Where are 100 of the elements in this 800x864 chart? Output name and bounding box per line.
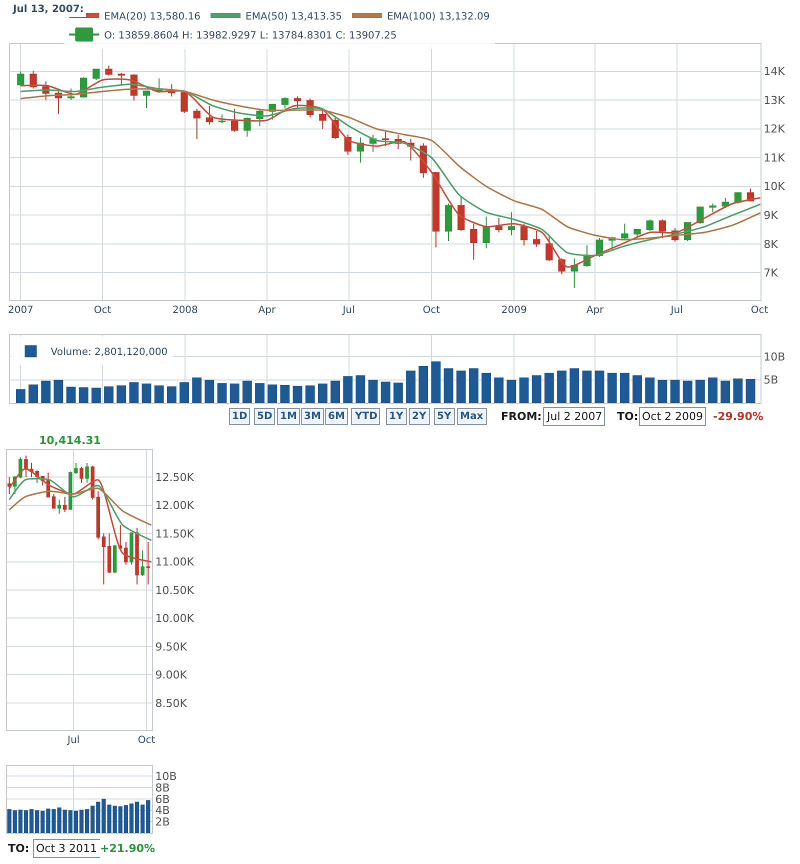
bar xyxy=(468,368,478,403)
bar xyxy=(506,380,516,403)
text: 3M xyxy=(304,411,321,422)
candlestick xyxy=(67,88,75,101)
x-tick-label: Oct xyxy=(422,305,440,316)
text: 1M xyxy=(280,411,297,422)
candlestick xyxy=(482,216,490,249)
candlestick xyxy=(96,490,100,540)
bar xyxy=(570,368,580,403)
bar xyxy=(330,380,340,403)
candlestick xyxy=(102,533,106,585)
bar xyxy=(91,388,101,403)
bar xyxy=(532,375,542,403)
candlestick xyxy=(112,544,117,574)
candlestick xyxy=(17,70,24,86)
candlestick xyxy=(658,218,666,239)
candlestick xyxy=(319,110,326,130)
bar xyxy=(78,387,88,403)
y-tick-label: 11K xyxy=(764,151,786,164)
bar xyxy=(380,382,390,403)
y-tick-label: 2B xyxy=(155,815,170,828)
bar xyxy=(607,372,617,403)
candlestick xyxy=(621,223,628,240)
bar xyxy=(204,380,214,403)
candlestick xyxy=(206,105,214,126)
y-tick-label: 11.00K xyxy=(155,556,195,569)
bar xyxy=(16,389,26,403)
y-tick-label: 5B xyxy=(764,374,778,387)
candlestick xyxy=(634,229,641,239)
bar xyxy=(343,376,353,403)
bar xyxy=(720,380,730,403)
x-tick-label: Apr xyxy=(258,305,276,316)
candlestick xyxy=(118,524,122,551)
candlestick xyxy=(57,499,62,514)
candlestick xyxy=(180,90,188,114)
candlestick xyxy=(281,96,289,110)
line-series xyxy=(8,468,152,563)
text: Jul 2 2007 xyxy=(546,410,602,423)
candlestick xyxy=(508,212,516,236)
candlestick xyxy=(80,466,84,484)
bar xyxy=(368,380,378,403)
y-tick-label: 10B xyxy=(764,350,786,364)
y-tick-label: 9.50K xyxy=(155,640,188,654)
legend-label: O: 13859.8604 H: 13982.9297 L: 13784.8301 C: 13907.25 xyxy=(104,30,397,42)
bar xyxy=(645,378,655,403)
text: TO: xyxy=(617,410,638,423)
candlestick xyxy=(709,203,716,213)
x-tick-label: 2008 xyxy=(172,305,198,316)
bar xyxy=(142,384,152,403)
candlestick xyxy=(107,533,112,574)
bar xyxy=(444,368,454,403)
text: -29.90% xyxy=(713,410,764,423)
x-tick-label: Jul xyxy=(670,305,683,316)
bar xyxy=(41,380,51,403)
candlestick xyxy=(444,203,452,242)
text: 5Y xyxy=(437,411,452,422)
bar xyxy=(544,372,554,403)
text: +21.90% xyxy=(100,842,156,855)
candlestick xyxy=(470,223,478,260)
candlestick xyxy=(546,234,553,262)
y-tick-label: 6B xyxy=(155,792,170,806)
bar xyxy=(129,382,139,403)
x-tick-label: Oct xyxy=(94,305,112,316)
candlestick xyxy=(533,230,540,248)
candlestick xyxy=(140,550,144,576)
bar xyxy=(54,380,64,403)
bar xyxy=(482,372,491,403)
candlestick xyxy=(570,258,578,288)
y-tick-label: 10B xyxy=(155,770,177,784)
x-tick-label: 2009 xyxy=(501,305,527,316)
candlestick xyxy=(24,455,28,478)
text: Oct 3 2011 xyxy=(36,842,98,855)
bar xyxy=(305,385,315,403)
bar xyxy=(594,370,604,403)
y-tick-label: 12.00K xyxy=(155,499,195,512)
y-tick-label: 9.00K xyxy=(155,668,188,682)
bar xyxy=(620,372,630,403)
candlestick xyxy=(92,68,100,80)
x-tick-label: Oct xyxy=(750,305,768,316)
y-tick-label: 12K xyxy=(764,122,786,136)
bar xyxy=(28,384,38,403)
candlestick xyxy=(193,108,200,140)
y-tick-label: 14K xyxy=(764,65,786,78)
bar xyxy=(695,380,705,403)
text: 6M xyxy=(328,411,345,422)
candlestick xyxy=(62,496,67,513)
y-tick-label: 9K xyxy=(764,209,779,222)
bar xyxy=(356,375,366,403)
text: FROM: xyxy=(501,410,542,423)
y-tick-label: 10.50K xyxy=(155,584,195,597)
candlestick xyxy=(520,223,528,246)
legend-label: Volume: 2,801,120,000 xyxy=(50,347,168,358)
candlestick xyxy=(495,218,502,233)
bar xyxy=(746,378,756,403)
y-tick-label: 4B xyxy=(155,804,170,818)
bar xyxy=(682,380,692,403)
bar xyxy=(418,366,428,403)
bar xyxy=(66,386,76,403)
bar xyxy=(494,378,504,403)
candlestick xyxy=(118,72,125,86)
